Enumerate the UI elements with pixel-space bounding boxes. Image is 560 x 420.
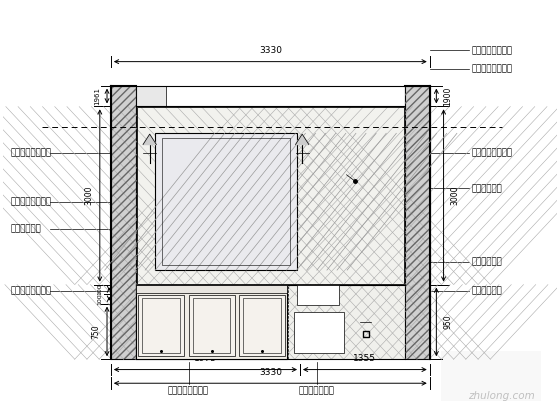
Bar (189, 294, 235, 356)
Text: 1900: 1900 (443, 87, 452, 106)
Text: 1961: 1961 (94, 87, 100, 105)
Text: 100: 100 (97, 284, 102, 295)
Bar (297, 286, 339, 305)
Bar (111, 86, 136, 359)
Bar (288, 285, 405, 359)
Bar (136, 285, 287, 293)
Text: 小砖铺贴（甲供）: 小砖铺贴（甲供） (11, 148, 52, 158)
Text: 整体台盆（甲供）: 整体台盆（甲供） (11, 286, 52, 295)
Bar (136, 86, 166, 106)
Polygon shape (296, 134, 309, 144)
Bar (142, 298, 180, 352)
Bar (244, 298, 281, 352)
Bar (136, 285, 287, 359)
Bar (405, 86, 430, 359)
Polygon shape (143, 134, 156, 144)
Bar (111, 86, 136, 359)
Text: 950: 950 (443, 315, 452, 329)
Bar (294, 312, 344, 353)
Bar (239, 294, 285, 356)
Text: 壁纸装饰（甲供）: 壁纸装饰（甲供） (472, 46, 512, 55)
Text: 花洒（甲供）: 花洒（甲供） (472, 184, 502, 193)
Text: 3000: 3000 (450, 186, 459, 205)
Text: 面盆（甲供）: 面盆（甲供） (472, 257, 502, 266)
Text: 壁灯装饰（甲供）: 壁灯装饰（甲供） (11, 197, 52, 206)
Bar (405, 86, 430, 359)
Bar (137, 107, 404, 284)
Text: 3330: 3330 (259, 46, 282, 55)
Text: zhulong.com: zhulong.com (468, 391, 535, 401)
Text: 750: 750 (91, 324, 100, 339)
Bar (162, 138, 290, 265)
Bar (441, 351, 540, 401)
Text: 1975: 1975 (194, 354, 217, 363)
Text: 坐便器（甲供）: 坐便器（甲供） (298, 387, 334, 396)
Bar (136, 106, 405, 285)
Bar (138, 294, 184, 356)
Bar (193, 298, 230, 352)
Bar (155, 133, 297, 270)
Text: 墙砖斜贴（甲供）: 墙砖斜贴（甲供） (472, 148, 512, 158)
Bar (136, 106, 405, 285)
Text: 3000: 3000 (84, 186, 93, 205)
Text: 壁纸装饰（甲供）: 壁纸装饰（甲供） (472, 65, 512, 73)
Text: 浴缸（甲供）: 浴缸（甲供） (472, 286, 502, 295)
Text: 100: 100 (97, 293, 102, 304)
Text: 1355: 1355 (353, 354, 376, 363)
Text: 3330: 3330 (259, 368, 282, 377)
Bar (136, 285, 405, 359)
Text: 镜子（甲供）: 镜子（甲供） (11, 224, 42, 233)
Text: 地砖铺设（甲供）: 地砖铺设（甲供） (168, 387, 209, 396)
